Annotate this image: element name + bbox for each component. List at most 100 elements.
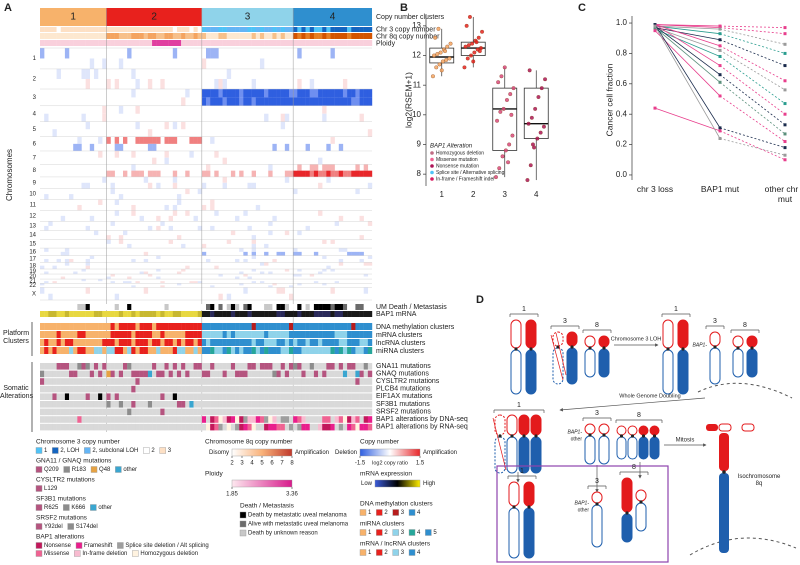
track-label: EIF1AX mutations xyxy=(376,393,433,400)
heatmap-cell xyxy=(367,170,373,177)
point xyxy=(783,112,787,116)
series-line xyxy=(654,24,721,28)
heatmap-cell xyxy=(44,113,49,122)
heatmap-cell xyxy=(230,97,236,106)
legend-swatch xyxy=(35,466,43,473)
mutation-cell xyxy=(309,385,315,393)
ploidy-cell xyxy=(363,40,369,46)
mutation-cell xyxy=(48,401,53,408)
heatmap-cell xyxy=(139,271,144,275)
mirna-cluster-cell xyxy=(218,347,223,354)
ploidy-cell xyxy=(322,40,327,46)
mutation-cell xyxy=(152,408,157,416)
mutation-cell xyxy=(110,416,115,423)
mutation-cell xyxy=(201,401,207,408)
heatmap-cell xyxy=(210,225,215,231)
death-cell xyxy=(106,304,111,310)
heatmap-cell xyxy=(268,271,273,275)
heatmap-cell xyxy=(280,251,286,256)
scale-label: Amplification xyxy=(423,450,457,456)
mutation-cell xyxy=(102,401,107,408)
chr8q-cell xyxy=(60,33,66,39)
mrna-cell xyxy=(276,311,281,317)
legend-label: 1 xyxy=(368,510,372,516)
heatmap-cell xyxy=(330,239,335,244)
point xyxy=(465,56,470,61)
mutation-cell xyxy=(247,423,252,431)
mutation-cell xyxy=(206,370,211,378)
mutation-cell xyxy=(239,401,244,408)
heatmap-cell xyxy=(143,136,149,144)
heatmap-cell xyxy=(326,89,331,98)
series-line xyxy=(654,27,721,41)
methylation-cell xyxy=(69,323,74,330)
chr8q-cell xyxy=(172,33,178,39)
death-cell xyxy=(251,304,256,310)
chr8q-cell xyxy=(135,33,140,39)
lncrna-cluster-cell xyxy=(106,339,111,346)
mrna-cluster-cell xyxy=(318,331,323,338)
heatmap-cell xyxy=(355,251,360,256)
mrna-cell xyxy=(214,311,219,317)
mutation-cell xyxy=(93,378,99,385)
mutation-cell xyxy=(164,385,169,393)
death-cell xyxy=(56,304,61,310)
mutation-cell xyxy=(164,370,169,378)
mutation-cell xyxy=(110,385,115,393)
point xyxy=(783,140,787,144)
mutation-cell xyxy=(301,378,306,385)
methylation-cell xyxy=(44,323,49,330)
mutation-cell xyxy=(176,385,182,393)
chr8q-cell xyxy=(264,33,269,39)
mutation-cell xyxy=(284,408,290,416)
death-cell xyxy=(318,304,323,310)
mutation-cell xyxy=(135,423,140,431)
heatmap-cell xyxy=(363,164,369,171)
cluster-label: 2 xyxy=(151,12,157,23)
methylation-cell xyxy=(330,323,335,330)
mirna-cluster-cell xyxy=(193,347,198,354)
chromosome-arm xyxy=(677,349,689,395)
mutation-cell xyxy=(73,416,78,423)
mutation-cell xyxy=(313,363,319,370)
mrna-cluster-cell xyxy=(239,331,244,338)
lncrna-cluster-cell xyxy=(363,339,369,346)
mutation-cell xyxy=(313,401,319,408)
mutation-cell xyxy=(40,401,45,408)
point xyxy=(440,59,445,64)
chr3-cell xyxy=(56,27,61,32)
heatmap-cell xyxy=(342,170,348,177)
mutation-cell xyxy=(135,408,140,416)
mutation-cell xyxy=(351,401,356,408)
lncrna-cluster-cell xyxy=(255,339,261,346)
mutation-cell xyxy=(272,370,277,378)
death-cell xyxy=(334,304,339,310)
mutation-cell xyxy=(359,401,364,408)
mrna-cluster-cell xyxy=(152,331,157,338)
heatmap-cell xyxy=(297,78,302,90)
heatmap-cell xyxy=(334,281,339,284)
heatmap-cell xyxy=(193,136,198,144)
mutation-cell xyxy=(40,393,45,400)
mutation-cell xyxy=(131,370,136,378)
mutation-cell xyxy=(93,423,99,431)
series-line xyxy=(654,25,721,139)
legend-label: Homozygous deletion xyxy=(436,150,484,156)
mutation-cell xyxy=(156,393,161,400)
mutation-cell xyxy=(147,416,153,423)
heatmap-cell xyxy=(147,274,153,277)
mutation-cell xyxy=(226,423,232,431)
chromosome-arm xyxy=(616,425,627,436)
chr8q-cell xyxy=(284,33,290,39)
legend-label: 5 xyxy=(433,530,437,536)
mutation-cell xyxy=(210,416,215,423)
mutation-cell xyxy=(268,363,273,370)
ploidy-cell xyxy=(69,40,74,46)
methylation-cell xyxy=(139,323,144,330)
heatmap-cell xyxy=(359,170,364,177)
mutation-cell xyxy=(363,378,369,385)
lncrna-cluster-cell xyxy=(193,339,198,346)
point xyxy=(653,27,657,31)
heatmap-cell xyxy=(77,204,82,211)
